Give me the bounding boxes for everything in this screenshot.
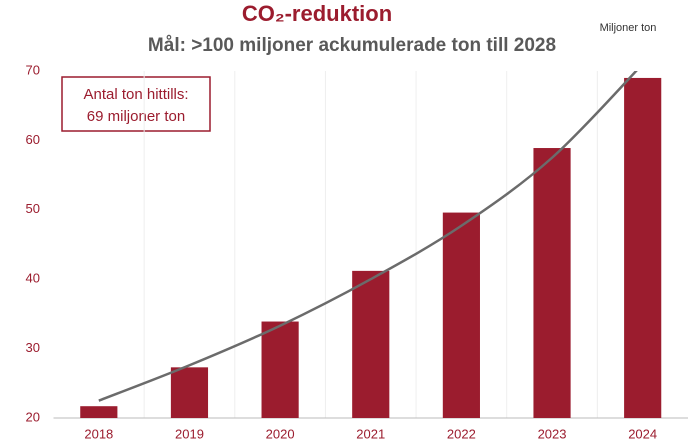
unit-label: Miljoner ton [600,22,657,34]
x-tick-label: 2024 [628,426,657,441]
y-tick-label: 30 [26,340,40,355]
chart-subtitle: Mål: >100 miljoner ackumulerade ton till… [148,35,556,56]
y-tick-label: 40 [26,271,40,286]
bar [533,148,571,418]
x-tick-label: 2019 [175,426,204,441]
x-tick-label: 2018 [84,426,113,441]
trend-line [98,71,638,402]
bar [352,270,390,418]
x-tick-label: 2023 [538,426,567,441]
annotation-box [61,76,211,132]
bar [261,321,299,418]
y-tick-label: 70 [26,62,40,77]
bar [170,367,209,418]
bar [80,406,118,418]
chart-title: CO₂-reduktion [242,1,392,26]
y-tick-label: 50 [26,201,40,216]
y-tick-label: 60 [26,132,40,147]
x-tick-label: 2022 [447,426,476,441]
annotation-line: Antal ton hittills: [83,86,188,103]
y-tick-label: 20 [26,409,40,424]
annotation-line: 69 miljoner ton [87,108,185,125]
x-tick-label: 2020 [266,426,295,441]
x-tick-label: 2021 [356,426,385,441]
bar [442,212,480,418]
bar [624,77,662,418]
